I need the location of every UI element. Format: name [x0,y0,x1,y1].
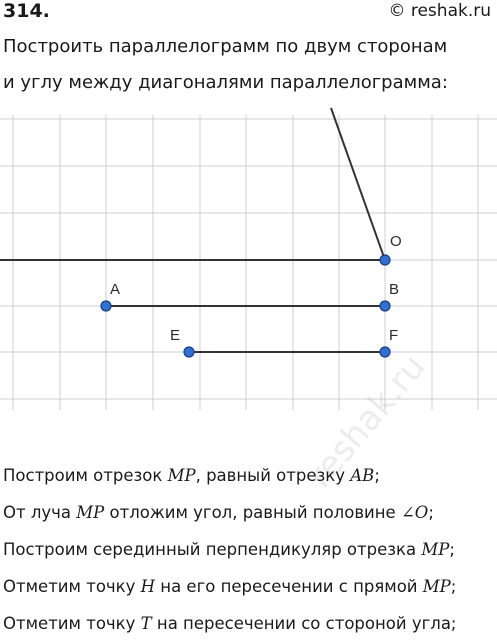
step-1: Построим отрезок MP, равный отрезку AB; [3,466,380,485]
step-4: Отметим точку H на его пересечении с пря… [3,577,457,596]
statement-line-2: и углу между диагоналями параллелограмма… [3,72,448,93]
label-e: E [170,327,180,344]
problem-number: 314. [3,0,50,22]
site-watermark-text: © reshak.ru [388,1,491,21]
step-5: Отметим точку T на пересечении со сторон… [3,614,457,633]
point-o [379,254,391,266]
label-a: A [110,281,120,298]
point-b [379,300,391,312]
grid [0,115,497,410]
label-b: B [389,281,399,298]
point-f [379,346,391,358]
step-3: Построим серединный перпендикуляр отрезк… [3,540,455,559]
point-a [100,300,112,312]
label-o: O [390,233,402,250]
step-2: От луча MP отложим угол, равный половине… [3,503,434,522]
label-f: F [389,327,398,344]
angle-side-inclined [330,107,386,261]
statement-line-1: Построить параллелограмм по двум сторона… [3,36,448,57]
point-e [183,346,195,358]
